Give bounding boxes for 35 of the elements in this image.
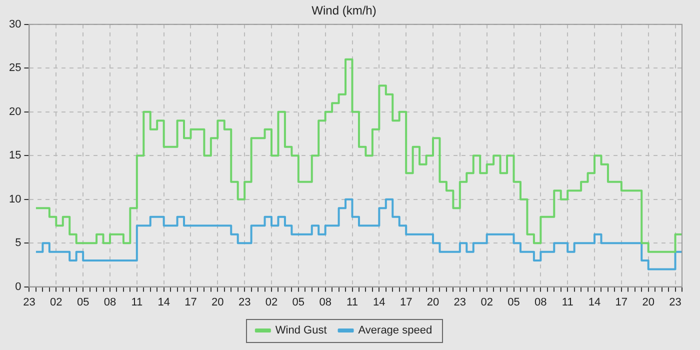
x-tick-label: 02	[480, 296, 493, 308]
x-tick-label: 14	[588, 296, 601, 308]
y-tick-label: 5	[15, 237, 22, 250]
y-tick-label: 20	[8, 106, 22, 118]
x-tick-label: 11	[131, 296, 143, 308]
legend-label: Wind Gust	[275, 324, 327, 337]
x-tick-label: 17	[184, 296, 197, 308]
y-tick-label: 10	[8, 193, 22, 206]
x-tick-label: 23	[23, 296, 36, 308]
x-tick-label: 14	[158, 296, 170, 308]
y-tick-label: 25	[8, 62, 22, 74]
chart-title: Wind (km/h)	[312, 4, 376, 18]
y-tick-label: 0	[15, 280, 22, 293]
x-tick-label: 08	[534, 296, 547, 308]
x-tick-label: 05	[292, 296, 305, 308]
x-tick-label: 17	[615, 296, 628, 308]
y-tick-label: 15	[8, 150, 22, 162]
x-tick-label: 08	[104, 296, 116, 308]
legend-label: Average speed	[358, 324, 432, 337]
x-tick-label: 23	[238, 296, 251, 308]
x-tick-label: 14	[373, 296, 386, 308]
x-tick-label: 20	[212, 296, 224, 308]
x-tick-label: 23	[454, 296, 466, 308]
x-tick-label: 02	[265, 296, 278, 308]
x-tick-label: 11	[346, 296, 358, 308]
x-tick-label: 05	[508, 296, 520, 308]
x-tick-label: 05	[76, 296, 90, 308]
y-tick-label: 30	[8, 18, 22, 30]
x-tick-label: 23	[669, 296, 682, 308]
x-tick-label: 20	[642, 296, 654, 308]
x-tick-label: 11	[562, 296, 574, 308]
x-tick-label: 02	[50, 296, 62, 308]
x-tick-label: 08	[319, 296, 332, 308]
x-tick-label: 17	[400, 296, 412, 308]
x-tick-label: 20	[426, 296, 440, 308]
